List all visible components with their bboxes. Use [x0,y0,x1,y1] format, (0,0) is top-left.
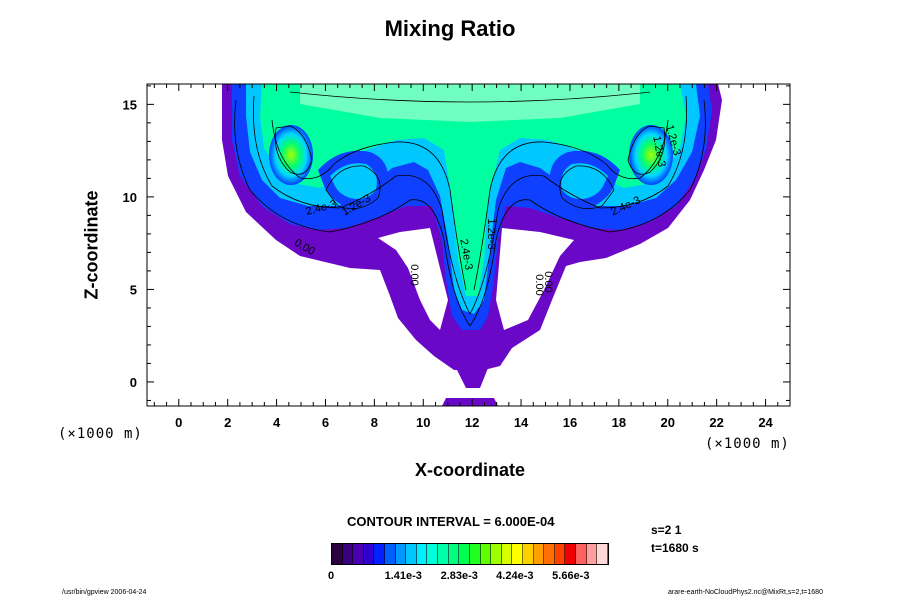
plot-frame [146,83,791,407]
colorbar-swatch-15 [491,544,502,564]
y-tick-label-1: 5 [130,282,137,297]
y-axis: 0 5 10 15 [123,85,790,401]
colorbar-swatch-2 [353,544,364,564]
y-tick-label-3: 15 [123,97,137,112]
x-axis: 0 2 4 6 8 10 12 14 16 18 20 22 24 [153,84,791,430]
colorbar-swatch-23 [576,544,587,564]
colorbar-swatch-6 [395,544,407,564]
colorbar-swatch-8 [416,544,428,564]
contour-label-9: 1.2e-3 [485,218,497,249]
contour-label-6: 0.00 [533,274,545,295]
colorbar-swatch-24 [586,544,598,564]
contour-label-8: 2.4e-3 [457,238,474,271]
y-tick-label-2: 10 [123,190,137,205]
x-tick-label-9: 18 [612,415,626,430]
y-tick-label-0: 0 [130,375,137,390]
x-tick-label-11: 22 [709,415,723,430]
field-shapes [222,84,722,406]
colorbar-swatch-0 [332,544,343,564]
colorbar-swatch-9 [427,544,439,564]
colorbar-swatch-5 [385,544,396,564]
colorbar-tick-2: 2.83e-3 [440,570,478,582]
footer-right: arare-earth-NoCloudPhys2.nc@MixRt,s=2,t=… [668,589,823,596]
colorbar-swatch-11 [448,544,460,564]
colorbar-swatch-17 [512,544,523,564]
colorbar-tick-3: 4.24e-3 [496,570,534,582]
contour-label-7: 0.00 [542,271,554,292]
y-unit-label: (×1000 m) [58,426,143,442]
colorbar-swatch-4 [374,544,386,564]
contour-label-3: 0.00 [408,264,420,285]
x-tick-label-1: 2 [224,415,231,430]
colorbar-swatch-13 [469,544,481,564]
colorbar-swatch-3 [363,544,375,564]
y-axis-label: Z-coordinate [81,190,102,300]
x-tick-label-10: 20 [661,415,675,430]
colorbar-swatch-22 [565,544,577,564]
contour-label-10: 1.2e-3 [650,135,667,168]
x-tick-label-8: 16 [563,415,577,430]
footer-left: /usr/bin/gpview 2006-04-24 [62,589,147,596]
colorbar-swatch-16 [501,544,513,564]
colorbar-swatch-19 [533,544,545,564]
x-tick-label-5: 10 [416,415,430,430]
colorbar-swatch-1 [342,544,354,564]
colorbar-swatch-25 [597,544,608,564]
colorbar [331,543,609,565]
x-tick-label-12: 24 [758,415,773,430]
x-unit-label: (×1000 m) [705,436,790,452]
chart-title: Mixing Ratio [384,16,516,41]
colorbar-swatch-7 [406,544,417,564]
x-tick-label-4: 8 [371,415,378,430]
sample-info: s=2 1 [651,523,682,537]
time-info: t=1680 s [651,541,699,555]
x-axis-label: X-coordinate [414,460,525,480]
colorbar-swatch-18 [522,544,534,564]
colorbar-swatch-21 [554,544,566,564]
colorbar-tick-4: 5.66e-3 [552,570,590,582]
x-tick-label-2: 4 [273,415,281,430]
colorbar-swatch-14 [480,544,492,564]
x-tick-label-3: 6 [322,415,329,430]
colorbar-tick-1: 1.41e-3 [384,570,422,582]
colorbar-swatch-10 [438,544,449,564]
contour-interval: CONTOUR INTERVAL = 6.000E-04 [347,514,555,529]
x-tick-label-0: 0 [175,415,182,430]
x-tick-label-7: 14 [514,415,529,430]
x-tick-label-6: 12 [465,415,479,430]
colorbar-tick-0: 0 [328,570,335,582]
colorbar-swatch-12 [459,544,470,564]
colorbar-swatch-20 [544,544,555,564]
